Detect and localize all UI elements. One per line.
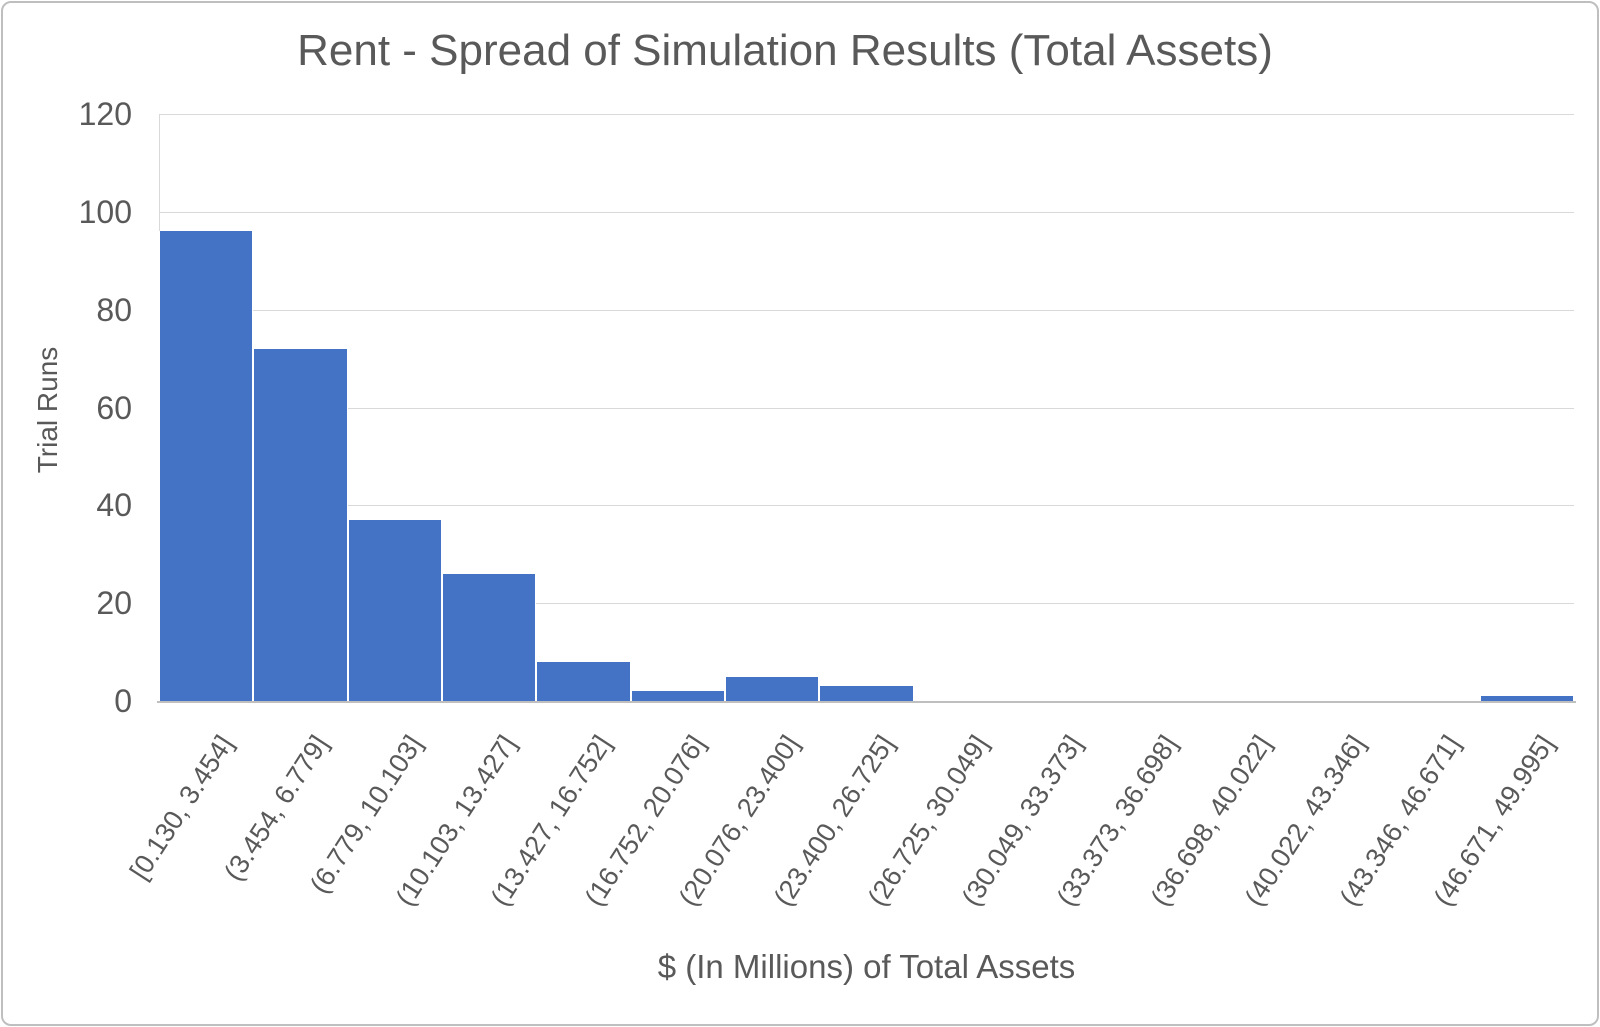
y-tick-label: 80 [96, 291, 132, 328]
y-tick-label: 40 [96, 487, 132, 524]
plot-area [157, 114, 1576, 703]
histogram-bar [536, 661, 631, 701]
histogram-bar [347, 520, 442, 701]
histogram-bar [159, 231, 254, 701]
gridline [159, 603, 1574, 605]
x-axis-title: $ (In Millions) of Total Assets [657, 948, 1076, 985]
y-tick-label: 20 [96, 585, 132, 622]
gridline [159, 309, 1574, 311]
gridline [159, 505, 1574, 507]
histogram-bar [1479, 696, 1574, 701]
gridline [159, 211, 1574, 213]
chart-title: Rent - Spread of Simulation Results (Tot… [297, 26, 1273, 75]
histogram-bar [725, 676, 820, 701]
y-axis-title: Trial Runs [32, 346, 63, 474]
histogram-bar [442, 573, 537, 701]
y-tick-label: 0 [114, 683, 132, 719]
gridline [159, 407, 1574, 409]
histogram-bar [253, 348, 348, 701]
x-axis-line [157, 701, 1576, 703]
histogram-bar [819, 686, 914, 701]
y-tick-label: 120 [78, 96, 132, 132]
y-tick-label: 100 [78, 193, 132, 230]
gridline [159, 114, 1574, 115]
histogram-bar [630, 691, 725, 701]
y-tick-label: 60 [96, 389, 132, 426]
